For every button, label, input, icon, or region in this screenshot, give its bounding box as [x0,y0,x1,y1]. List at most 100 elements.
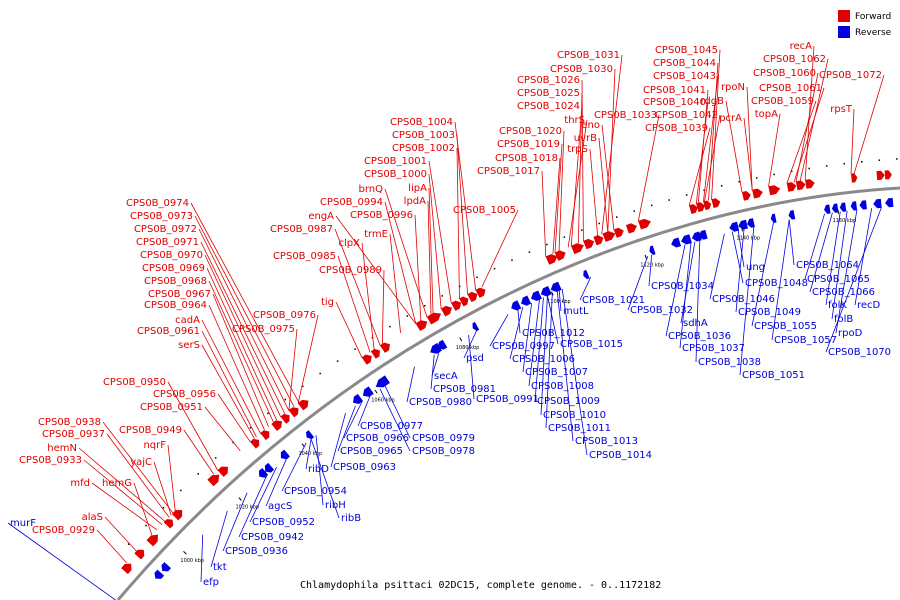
track-dot [180,489,182,492]
reverse-gene-label: CPS0B_1048 [745,278,808,289]
reverse-gene-label: CPS0B_0980 [409,397,472,408]
track-dot [267,412,269,415]
leader-line [381,269,385,345]
leader-line [509,306,524,360]
reverse-gene-label: rpoD [838,328,863,339]
reverse-gene-arrow [305,430,315,440]
reverse-gene-label: CPS0B_0966 [346,433,409,444]
leader-line [545,293,553,429]
leader-line [711,49,721,200]
forward-gene-label: CPS0B_0974 [126,198,189,209]
track-dot [127,543,130,545]
tick-label: 1160 kbp [833,218,857,224]
track-dot [650,204,653,207]
forward-gene-arrow [711,198,721,209]
reverse-gene-arrow [823,204,831,214]
track-dot [738,180,740,183]
forward-gene-label: uvrB [574,133,597,144]
forward-gene-label: CPS0B_0967 [148,289,211,300]
reverse-gene-label: CPS0B_1038 [698,357,761,368]
leader-line [556,291,574,442]
reverse-gene-arrow [680,234,692,245]
leader-line [428,173,442,310]
forward-gene-label: lpdA [404,196,426,207]
leader-line [204,254,282,418]
forward-gene-label: CPS0B_0985 [273,251,336,262]
forward-gene-label: CPS0B_1019 [497,139,560,150]
reverse-gene-label: CPS0B_1008 [531,381,594,392]
leader-line [704,114,721,202]
leader-line [665,244,686,337]
forward-gene-label: rpsT [830,104,853,115]
leader-line [825,211,841,306]
track-dot [406,315,409,317]
forward-gene-arrow [134,549,145,560]
leader-line [708,62,719,201]
tick-mark [238,497,242,501]
reverse-gene-label: ribH [325,500,346,511]
forward-gene-arrow [768,185,781,196]
forward-gene-label: CPS0B_1041 [643,85,706,96]
reverse-gene-label: CPS0B_1070 [828,347,891,358]
reverse-gene-label: CPS0B_1051 [742,370,805,381]
track-dot [424,305,426,307]
leader-line [200,241,286,415]
legend: Forward Reverse [838,10,892,38]
forward-gene-label: CPS0B_0994 [320,197,383,208]
forward-gene-label: CPS0B_1042 [655,110,718,121]
legend-forward-label: Forward [855,12,891,22]
reverse-gene-arrow [438,339,448,350]
forward-gene-label: cadA [175,315,200,326]
forward-gene-label: alaS [82,512,103,523]
track-dot [319,372,321,375]
tick-label: 1060 kbp [371,397,395,403]
leader-line [335,215,417,324]
forward-gene-label: CPS0B_1000 [364,169,427,180]
leader-line [379,388,411,452]
reverse-gene-label: CPS0B_0991 [476,394,539,405]
forward-gene-label: CPS0B_0949 [119,425,182,436]
leader-line [104,516,138,552]
reverse-gene-label: folB [834,314,853,325]
track-dot [633,210,635,212]
forward-gene-arrow [884,170,892,180]
leader-line [809,212,833,293]
forward-gene-arrow [741,190,751,201]
leader-line [725,100,743,193]
forward-gene-label: tig [321,297,334,308]
track-dot [145,524,147,527]
forward-gene-label: hemG [102,478,132,489]
forward-gene-arrow [297,399,309,411]
track-dot [843,162,845,165]
leader-line [637,114,660,222]
leader-line [853,74,885,174]
map-caption: Chlamydophila psittaci 02DC15, complete … [300,580,661,591]
forward-gene-label: CPS0B_0975 [232,324,295,335]
track-dot [546,243,548,246]
reverse-gene-arrow [154,569,165,579]
forward-gene-arrow [426,312,442,325]
reverse-gene-label: CPS0B_0942 [241,532,304,543]
forward-gene-label: clpX [339,238,361,249]
leader-line [598,137,609,233]
leader-line [735,228,745,313]
leader-line [854,208,873,306]
forward-gene-label: CPS0B_0933 [19,455,82,466]
leader-line [106,433,170,518]
leader-line [554,143,563,254]
forward-gene-arrow [217,466,228,477]
forward-gene-label: topA [755,109,778,120]
leader-line [249,466,277,523]
forward-gene-label: CPS0B_1044 [653,58,716,69]
forward-gene-arrow [689,204,698,214]
track-dot [703,189,705,191]
track-dot [773,173,775,176]
leader-line [558,290,562,312]
reverse-gene-label: efp [203,577,219,588]
forward-gene-label: CPS0B_0976 [253,310,316,321]
leader-line [91,482,158,531]
leader-line [825,207,882,353]
leader-line [430,354,435,390]
forward-gene-arrow [146,534,158,547]
reverse-gene-arrow [540,285,552,297]
